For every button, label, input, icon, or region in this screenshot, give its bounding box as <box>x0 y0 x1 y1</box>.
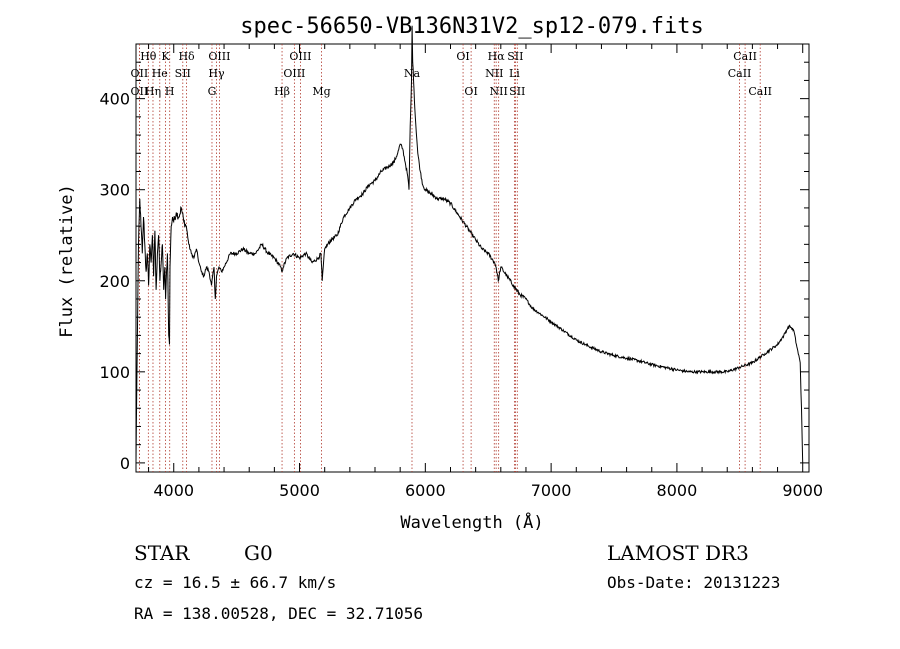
line-marker-label: CaII <box>728 67 752 80</box>
redshift-cz: cz = 16.5 ± 66.7 km/s <box>134 573 336 592</box>
line-marker-label: Mg <box>312 85 330 98</box>
sky-coordinates: RA = 138.00528, DEC = 32.71056 <box>134 604 423 623</box>
x-tick-label: 5000 <box>279 481 320 500</box>
line-marker-label: Hα <box>488 50 506 63</box>
line-marker-label: H <box>165 85 175 98</box>
spectrum-series-line <box>135 25 804 463</box>
line-marker-label: Na <box>404 67 421 80</box>
line-marker-label: SII <box>507 50 523 63</box>
line-marker-label: OIII <box>289 50 311 63</box>
line-marker-label: CaII <box>748 85 772 98</box>
line-marker-label: Hδ <box>178 50 195 63</box>
x-tick-label: 6000 <box>405 481 446 500</box>
line-marker-label: OII <box>131 67 149 80</box>
line-marker-label: NII <box>490 85 508 98</box>
line-marker-label: OI <box>464 85 477 98</box>
line-marker-label: Li <box>509 67 520 80</box>
tick-group <box>136 44 809 472</box>
survey-name: LAMOST DR3 <box>607 541 749 565</box>
plot-frame <box>135 43 810 473</box>
line-marker-label: Hη <box>145 85 161 98</box>
x-tick-label: 8000 <box>657 481 698 500</box>
line-marker-label: He <box>152 67 168 80</box>
y-tick-label: 100 <box>99 363 130 382</box>
line-marker-label: OIII <box>208 50 230 63</box>
y-tick-label: 0 <box>120 454 130 473</box>
observation-date: Obs-Date: 20131223 <box>607 573 780 592</box>
line-marker-label: NII <box>485 67 503 80</box>
x-tick-label: 9000 <box>782 481 823 500</box>
line-marker-label: SII <box>175 67 191 80</box>
line-marker-label: G <box>208 85 217 98</box>
x-tick-label-group: 4000 5000 6000 7000 8000 9000 <box>153 481 823 500</box>
y-tick-label: 300 <box>99 181 130 200</box>
line-marker-label: K <box>161 50 170 63</box>
line-marker-label: OI <box>456 50 469 63</box>
chart-title: spec-56650-VB136N31V2_sp12-079.fits <box>240 14 704 39</box>
x-tick-label: 7000 <box>531 481 572 500</box>
line-marker-group <box>138 44 761 472</box>
line-marker-label: CaII <box>733 50 757 63</box>
y-axis-label: Flux (relative) <box>57 184 77 338</box>
line-marker-label: Hβ <box>274 85 290 98</box>
x-tick-label: 4000 <box>153 481 194 500</box>
object-subclass: G0 <box>244 541 273 565</box>
line-marker-label: OIII <box>283 67 305 80</box>
y-tick-label: 400 <box>99 90 130 109</box>
y-tick-label-group: 0 100 200 300 400 <box>99 90 130 473</box>
line-marker-label: Hγ <box>208 67 225 80</box>
line-marker-label: SII <box>509 85 525 98</box>
line-marker-label: Hθ <box>140 50 157 63</box>
line-marker-label: OII <box>131 85 149 98</box>
y-tick-label: 200 <box>99 272 130 291</box>
x-axis-label: Wavelength (Å) <box>400 511 543 533</box>
object-class: STAR <box>134 541 190 565</box>
